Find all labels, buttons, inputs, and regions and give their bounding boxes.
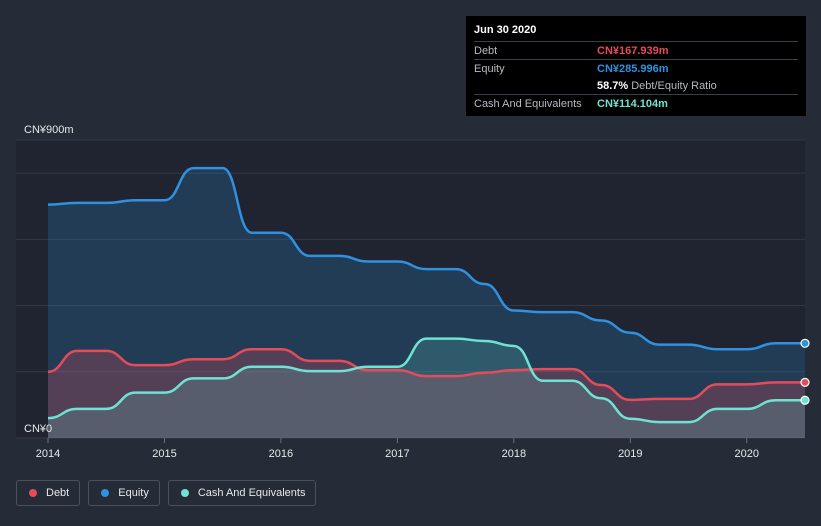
y-axis-bottom-label: CN¥0 [24, 423, 52, 435]
series-lines [47, 166, 805, 424]
legend-item-debt[interactable]: Debt [16, 480, 81, 506]
legend-label-cash: Cash And Equivalents [197, 487, 306, 499]
tooltip-cash-value: CN¥114.104m [597, 97, 668, 110]
legend: Debt Equity Cash And Equivalents [16, 480, 317, 506]
tooltip-equity-row: Equity CN¥285.996m [474, 59, 798, 77]
tooltip-debt-label: Debt [474, 44, 498, 57]
equity-area [48, 168, 805, 438]
cash-and-equivalents-area [48, 338, 805, 438]
cash-and-equivalents-line [47, 337, 805, 424]
x-tick-label: 2018 [502, 448, 526, 460]
x-tick-label: 2020 [735, 448, 759, 460]
plot-background [16, 140, 805, 438]
debt-line [47, 348, 805, 402]
tooltip-ratio-label: Debt/Equity Ratio [631, 79, 717, 92]
tooltip-debt-value: CN¥167.939m [597, 44, 669, 57]
legend-label-debt: Debt [46, 487, 70, 499]
tooltip-debt-row: Debt CN¥167.939m [474, 41, 798, 59]
x-axis-ticks: 2014 2015 2016 2017 2018 2019 2020 [36, 438, 759, 460]
x-tick-label: 2016 [269, 448, 293, 460]
legend-item-cash[interactable]: Cash And Equivalents [167, 480, 317, 506]
debt-dot-icon [29, 489, 37, 497]
tooltip-equity-value: CN¥285.996m [597, 62, 669, 75]
equity-endpoint [800, 338, 810, 348]
y-axis-top-label: CN¥900m [24, 124, 74, 136]
x-tick-label: 2014 [36, 448, 60, 460]
series-endpoints [800, 338, 810, 405]
cash-and-equivalents-endpoint [800, 395, 810, 405]
legend-label-equity: Equity [118, 487, 149, 499]
tooltip-ratio-value: 58.7% [597, 79, 629, 92]
tooltip-ratio-row: 58.7% Debt/Equity Ratio [474, 77, 798, 94]
equity-line [47, 166, 805, 351]
debt-endpoint [800, 377, 810, 387]
legend-item-equity[interactable]: Equity [88, 480, 160, 506]
tooltip-date: Jun 30 2020 [474, 24, 537, 36]
x-tick-label: 2019 [618, 448, 642, 460]
cash-dot-icon [180, 489, 189, 497]
x-tick-label: 2015 [152, 448, 176, 460]
tooltip-equity-label: Equity [474, 62, 505, 75]
tooltip-cash-row: Cash And Equivalents CN¥114.104m [474, 94, 798, 112]
equity-dot-icon [101, 489, 110, 497]
tooltip-cash-label: Cash And Equivalents [474, 97, 582, 110]
tooltip-panel: Jun 30 2020 Debt CN¥167.939m Equity CN¥2… [466, 16, 806, 116]
x-tick-label: 2017 [385, 448, 409, 460]
series-areas [48, 168, 805, 438]
